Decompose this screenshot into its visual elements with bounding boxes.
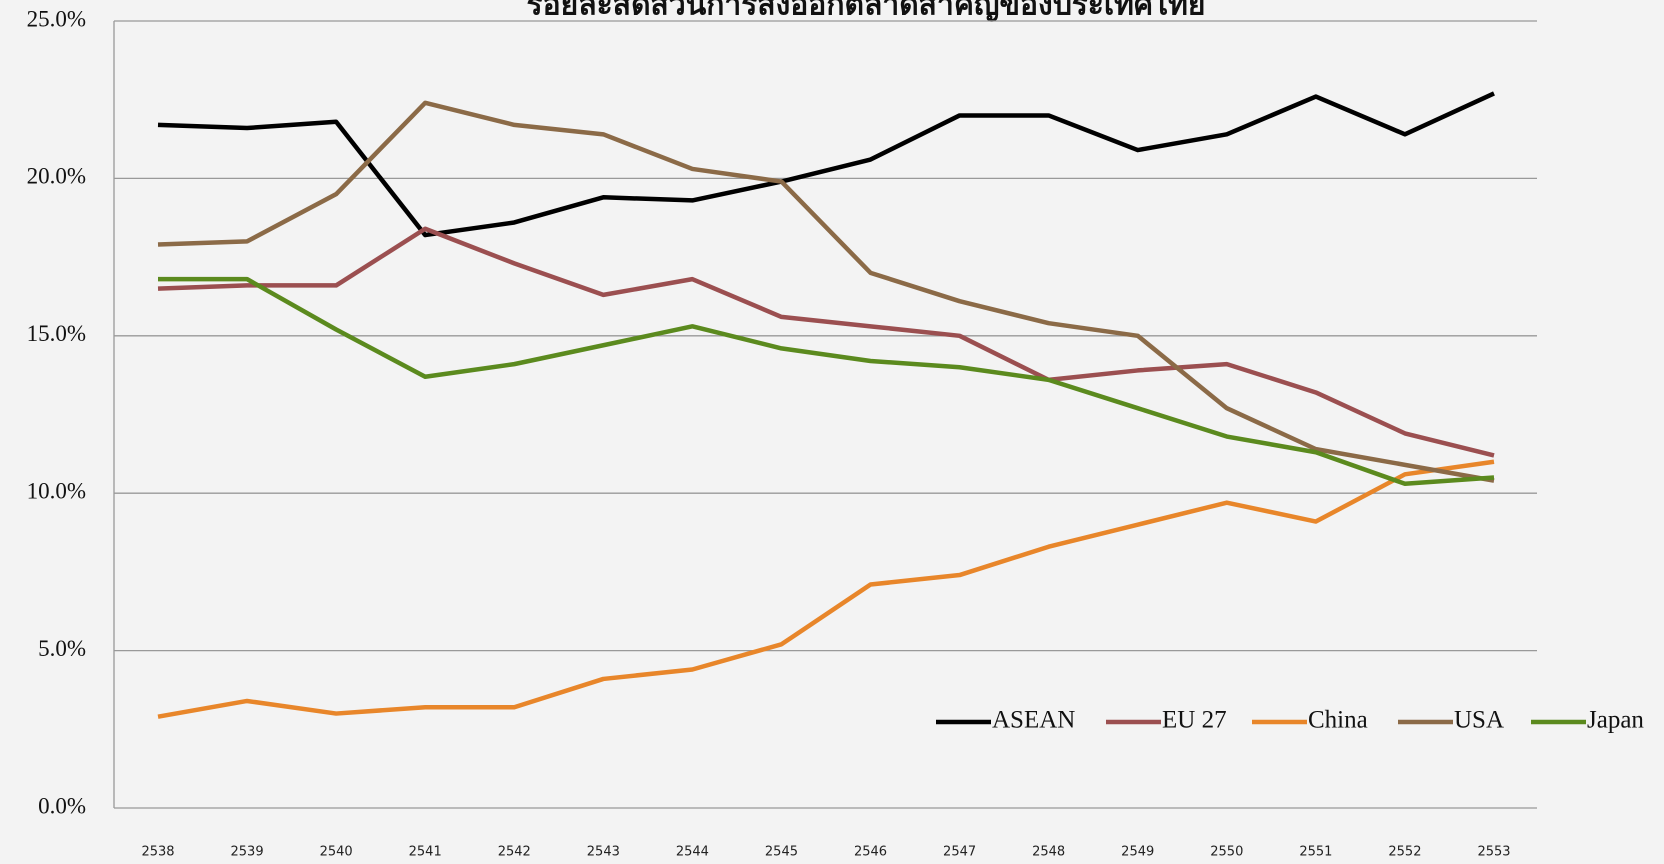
x-tick-label: 2541	[409, 845, 442, 860]
series-line	[157, 100, 1495, 483]
x-tick-label: 2539	[231, 845, 264, 860]
legend-label: EU 27	[1162, 707, 1227, 734]
x-tick-label: 2544	[676, 845, 709, 860]
y-tick-label: 10.0%	[27, 478, 86, 503]
series-line	[158, 276, 1495, 487]
x-tick-label: 2548	[1032, 845, 1065, 860]
x-tick-label: 2543	[587, 845, 620, 860]
series-line	[157, 226, 1495, 458]
x-tick-label: 2545	[765, 845, 798, 860]
legend-label: Japan	[1587, 707, 1644, 734]
y-tick-label: 20.0%	[27, 164, 86, 189]
y-tick-label: 25.0%	[27, 6, 86, 31]
x-tick-label: 2547	[943, 845, 976, 860]
x-tick-label: 2546	[854, 845, 887, 860]
chart-title: ร้อยละสัดส่วนการส่งออกตลาดสำคัญของประเทศ…	[527, 0, 1206, 23]
x-tick-label: 2549	[1121, 845, 1154, 860]
y-tick-label: 15.0%	[27, 321, 86, 346]
series-line	[157, 459, 1495, 719]
x-tick-label: 2550	[1210, 845, 1243, 860]
x-tick-label: 2538	[141, 845, 174, 860]
legend-label: ASEAN	[992, 707, 1075, 734]
series-line	[157, 91, 1495, 238]
x-tick-label: 2542	[498, 845, 531, 860]
x-tick-label: 2552	[1388, 845, 1421, 860]
x-tick-label: 2551	[1299, 845, 1332, 860]
x-tick-label: 2540	[320, 845, 353, 860]
legend-label: China	[1308, 707, 1368, 734]
y-tick-label: 0.0%	[38, 793, 86, 818]
y-tick-label: 5.0%	[38, 636, 86, 661]
x-tick-label: 2553	[1477, 845, 1510, 860]
legend-label: USA	[1454, 707, 1504, 734]
